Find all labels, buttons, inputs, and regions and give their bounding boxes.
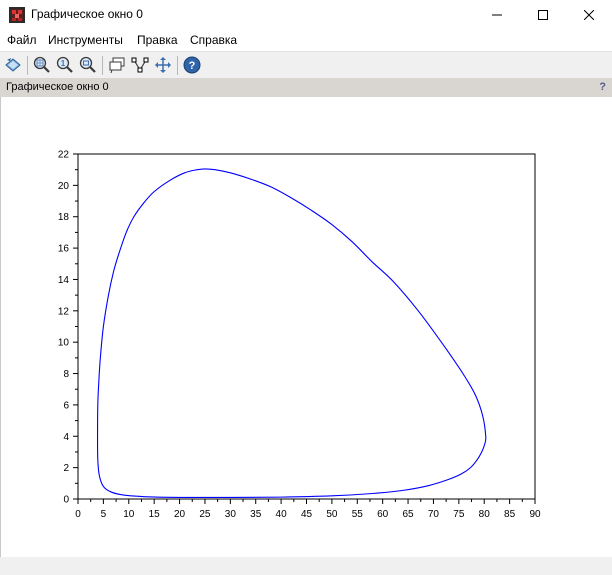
y-tick-label: 16 xyxy=(58,244,70,255)
y-tick-label: 20 xyxy=(58,181,70,192)
x-tick-label: 70 xyxy=(428,509,440,520)
menu-file[interactable]: Файл xyxy=(7,33,37,47)
x-tick-label: 60 xyxy=(377,509,389,520)
window-left-edge xyxy=(0,97,1,557)
edit-curves-button[interactable] xyxy=(129,54,151,76)
x-tick-label: 35 xyxy=(250,509,262,520)
zoom-icon xyxy=(33,56,50,73)
zoom-area-button[interactable] xyxy=(77,54,99,76)
close-button[interactable] xyxy=(566,0,612,30)
toolbar-separator xyxy=(102,56,103,75)
help-icon: ? xyxy=(183,56,201,74)
menu-tools[interactable]: Инструменты xyxy=(48,33,123,47)
y-tick-label: 12 xyxy=(58,306,70,317)
y-tick-label: 14 xyxy=(58,275,70,286)
y-tick-label: 8 xyxy=(63,369,69,380)
x-tick-label: 30 xyxy=(225,509,237,520)
x-tick-label: 85 xyxy=(504,509,516,520)
x-tick-label: 90 xyxy=(529,509,541,520)
figure-canvas[interactable]: 0 5 10 15 20 25 30 35 40 45 50 55 60 65 70 75 80 85 90 0 2 4 6… xyxy=(0,97,612,557)
minimize-button[interactable] xyxy=(474,0,520,30)
y-tick-label: 4 xyxy=(63,432,69,443)
y-tick-label: 10 xyxy=(58,338,70,349)
toolbar-separator xyxy=(177,56,178,75)
x-tick-label: 45 xyxy=(301,509,313,520)
datatip-icon xyxy=(109,57,125,74)
datatip-button[interactable] xyxy=(106,54,128,76)
maximize-icon xyxy=(538,10,548,20)
menu-edit[interactable]: Правка xyxy=(137,33,178,47)
svg-text:?: ? xyxy=(189,60,196,72)
menu-bar: Файл Инструменты Правка Справка xyxy=(0,30,612,51)
x-tick-label: 20 xyxy=(174,509,186,520)
y-tick-label: 2 xyxy=(63,463,69,474)
series-line xyxy=(96,168,487,499)
close-icon xyxy=(584,10,594,20)
zoom-button[interactable] xyxy=(31,54,53,76)
status-bar xyxy=(0,557,612,575)
pan-icon xyxy=(155,57,171,73)
rotate-icon xyxy=(5,58,21,72)
zoom-area-icon xyxy=(79,56,96,73)
figure-bar: Графическое окно 0 ? xyxy=(0,78,612,97)
maximize-button[interactable] xyxy=(520,0,566,30)
x-tick-label: 75 xyxy=(453,509,465,520)
toolbar: 1 xyxy=(0,51,612,78)
plot-chart: 0 5 10 15 20 25 30 35 40 45 50 55 60 65 70 75 80 85 90 0 2 4 6… xyxy=(58,150,541,521)
x-tick-label: 50 xyxy=(326,509,338,520)
minimize-icon xyxy=(492,14,502,16)
scilab-graphics-icon xyxy=(9,7,25,23)
x-tick-label: 10 xyxy=(123,509,135,520)
y-tick-label: 6 xyxy=(63,400,69,411)
x-tick-label: 40 xyxy=(276,509,288,520)
svg-text:1: 1 xyxy=(61,59,66,68)
x-tick-label: 80 xyxy=(479,509,491,520)
x-tick-label: 55 xyxy=(352,509,364,520)
x-tick-label: 65 xyxy=(402,509,414,520)
toolbar-separator xyxy=(27,56,28,75)
window-titlebar: Графическое окно 0 xyxy=(0,0,612,30)
edit-curves-icon xyxy=(131,57,149,73)
pan-button[interactable] xyxy=(152,54,174,76)
x-tick-label: 15 xyxy=(149,509,161,520)
x-tick-label: 0 xyxy=(75,509,81,520)
figure-title: Графическое окно 0 xyxy=(6,81,109,93)
y-tick-label: 22 xyxy=(58,150,70,161)
y-tick-label: 0 xyxy=(63,495,69,506)
zoom-original-icon: 1 xyxy=(56,56,73,73)
x-tick-label: 5 xyxy=(101,509,107,520)
plot-area xyxy=(77,153,536,500)
x-tick-label: 25 xyxy=(199,509,211,520)
rotate-button[interactable] xyxy=(2,54,24,76)
window-title: Графическое окно 0 xyxy=(31,7,143,21)
figure-help-button[interactable]: ? xyxy=(599,81,606,93)
help-button[interactable]: ? xyxy=(181,54,203,76)
zoom-original-button[interactable]: 1 xyxy=(54,54,76,76)
y-tick-label: 18 xyxy=(58,212,70,223)
menu-help[interactable]: Справка xyxy=(190,33,238,47)
